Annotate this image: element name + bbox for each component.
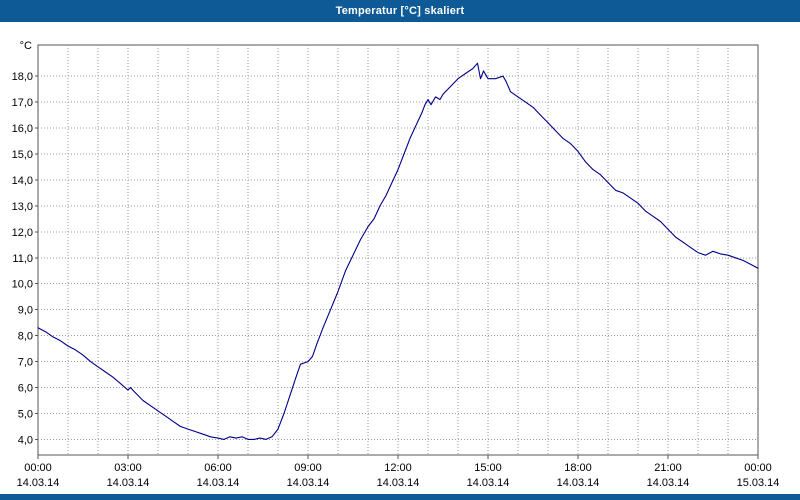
x-axis-time-label: 18:00 — [564, 462, 592, 474]
bottom-bar — [0, 494, 800, 500]
x-axis-date-label: 14.03.14 — [107, 477, 150, 489]
y-axis-label: 8,0 — [18, 331, 33, 343]
x-axis-time-label: 12:00 — [384, 462, 412, 474]
y-axis-label: 6,0 — [18, 383, 33, 395]
title-bar: Temperatur [°C] skaliert — [0, 0, 800, 22]
x-axis-date-label: 14.03.14 — [17, 477, 60, 489]
x-axis-date-label: 15.03.14 — [737, 477, 780, 489]
x-axis-time-label: 00:00 — [744, 462, 772, 474]
x-axis-time-label: 09:00 — [294, 462, 322, 474]
y-axis-label: 12,0 — [12, 227, 33, 239]
y-axis-label: 17,0 — [12, 97, 33, 109]
y-axis-label: 5,0 — [18, 408, 33, 420]
x-axis-time-label: 00:00 — [24, 462, 52, 474]
y-axis-label: 18,0 — [12, 71, 33, 83]
y-axis-label: 11,0 — [12, 253, 33, 265]
x-axis-time-label: 03:00 — [114, 462, 142, 474]
x-axis-time-label: 21:00 — [654, 462, 682, 474]
axis-labels: °C 4,0 5,0 6,0 7,0 8,0 9,0 10,0 11,0 12,0 13,0 14,0… — [12, 40, 780, 489]
y-axis-label: 9,0 — [18, 305, 33, 317]
x-axis-time-label: 06:00 — [204, 462, 232, 474]
x-axis-date-label: 14.03.14 — [377, 477, 420, 489]
tick-marks — [35, 75, 759, 459]
y-axis-label: 10,0 — [12, 279, 33, 291]
x-axis-date-label: 14.03.14 — [287, 477, 330, 489]
grid-lines — [38, 45, 758, 455]
y-axis-label: 14,0 — [12, 175, 33, 187]
x-axis-date-label: 14.03.14 — [557, 477, 600, 489]
y-axis-label: 4,0 — [18, 434, 33, 446]
x-axis-time-label: 15:00 — [474, 462, 502, 474]
x-axis-date-label: 14.03.14 — [467, 477, 510, 489]
x-axis-date-label: 14.03.14 — [197, 477, 240, 489]
x-axis-date-label: 14.03.14 — [647, 477, 690, 489]
y-axis-label: 13,0 — [12, 201, 33, 213]
window-title: Temperatur [°C] skaliert — [335, 5, 465, 17]
temperature-line — [37, 62, 759, 440]
y-axis-label: 16,0 — [12, 123, 33, 135]
y-axis-label: 7,0 — [18, 357, 33, 369]
y-axis-unit-label: °C — [20, 40, 32, 52]
y-axis-label: 15,0 — [12, 149, 33, 161]
